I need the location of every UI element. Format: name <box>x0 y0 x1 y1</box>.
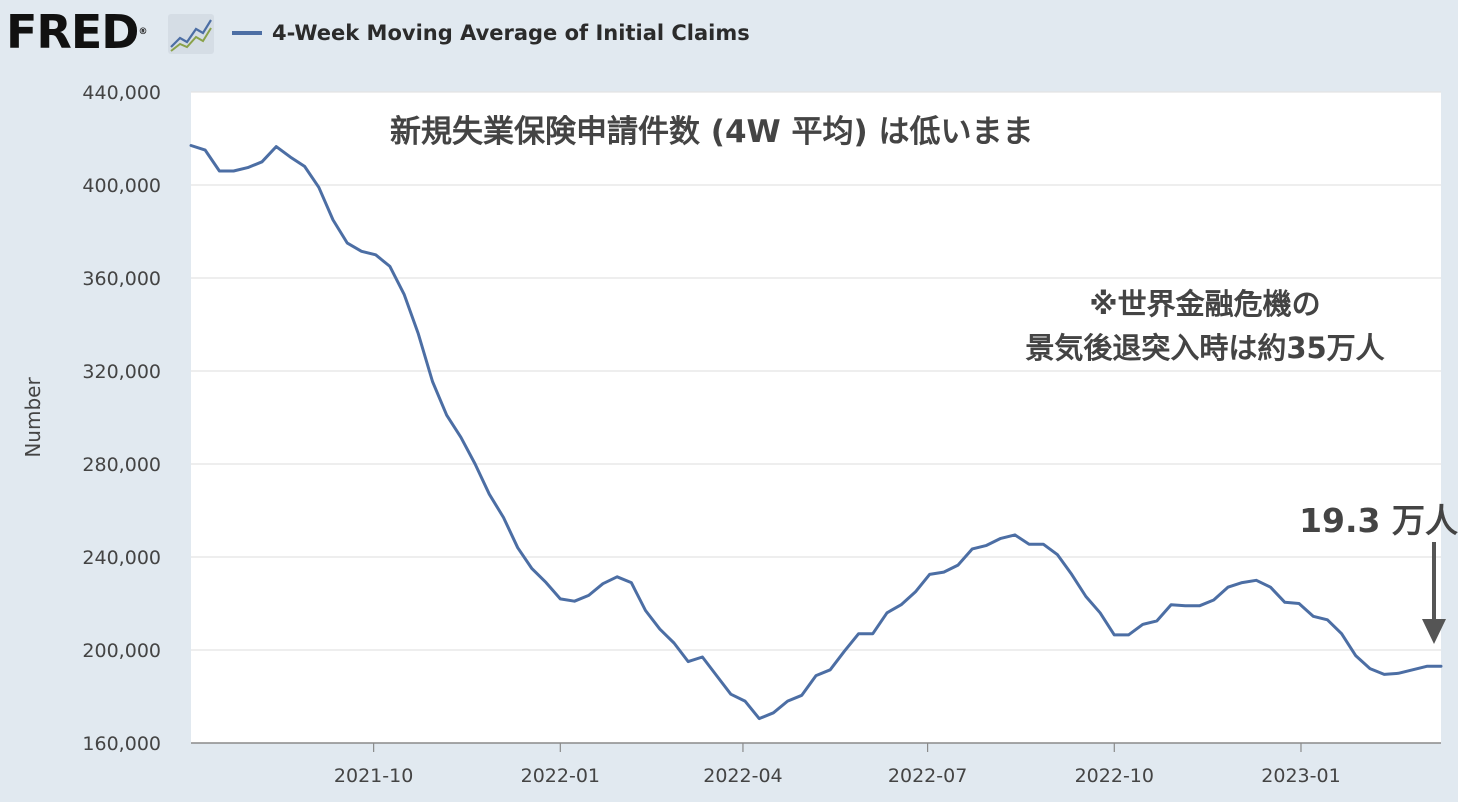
x-tick-label: 2022-01 <box>521 765 600 787</box>
logo-text: FRED <box>6 5 139 59</box>
y-tick-label: 240,000 <box>82 547 161 569</box>
y-tick-label: 200,000 <box>82 640 161 662</box>
x-tick-label: 2022-10 <box>1075 765 1154 787</box>
chart-header: FRED® 4-Week Moving Average of Initial C… <box>0 0 1458 70</box>
grid-lines <box>191 91 1441 651</box>
y-tick-label: 360,000 <box>82 268 161 290</box>
y-tick-label: 280,000 <box>82 454 161 476</box>
annotation-note-line2: 景気後退突入時は約35万人 <box>1025 331 1385 365</box>
fred-logo[interactable]: FRED® <box>6 4 147 60</box>
annotation-note: ※世界金融危機の 景気後退突入時は約35万人 <box>980 282 1430 370</box>
y-axis: 160,000 200,000 240,000 280,000 320,000 360,0… <box>82 82 1441 755</box>
x-tick-label: 2022-07 <box>888 765 967 787</box>
annotation-title: 新規失業保険申請件数 (4W 平均) は低いまま <box>390 114 1034 150</box>
y-axis-label: Number <box>21 377 45 458</box>
legend-swatch <box>232 31 262 35</box>
y-tick-label: 160,000 <box>82 733 161 755</box>
line-chart-icon <box>168 14 214 54</box>
x-axis: 2021-10 2022-01 2022-04 2022-07 2022-10 2023-… <box>334 743 1341 787</box>
x-tick-label: 2021-10 <box>334 765 413 787</box>
annotation-note-line1: ※世界金融危機の <box>1089 287 1321 321</box>
y-tick-label: 440,000 <box>82 82 161 104</box>
y-tick-label: 400,000 <box>82 175 161 197</box>
series-line <box>189 144 1443 721</box>
series-group <box>189 144 1443 721</box>
plot-area <box>191 92 1441 743</box>
legend-label: 4-Week Moving Average of Initial Claims <box>272 21 750 45</box>
x-tick-label: 2022-04 <box>703 765 782 787</box>
y-tick-label: 320,000 <box>82 361 161 383</box>
chart-legend: 4-Week Moving Average of Initial Claims <box>232 18 750 48</box>
annotation-latest-value: 19.3 万人 <box>1299 501 1458 540</box>
logo-registered: ® <box>138 27 147 37</box>
x-tick-label: 2023-01 <box>1261 765 1340 787</box>
down-arrow-icon <box>1422 542 1446 644</box>
